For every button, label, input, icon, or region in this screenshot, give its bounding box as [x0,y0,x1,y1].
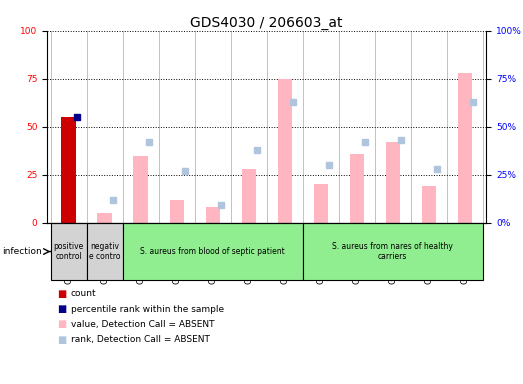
Bar [169,200,184,223]
Bar [97,213,112,223]
Bar [123,223,303,280]
Text: positive
control: positive control [53,242,84,261]
Bar [385,142,400,223]
Bar [133,156,148,223]
Bar [458,73,472,223]
Text: value, Detection Call = ABSENT: value, Detection Call = ABSENT [71,320,214,329]
Bar [242,169,256,223]
Text: ■: ■ [58,289,67,299]
Text: ■: ■ [58,304,67,314]
Text: S. aureus from blood of septic patient: S. aureus from blood of septic patient [140,247,285,256]
Text: ■: ■ [58,319,67,329]
Bar [303,223,483,280]
Text: rank, Detection Call = ABSENT: rank, Detection Call = ABSENT [71,335,210,344]
Text: count: count [71,289,96,298]
Bar [422,186,436,223]
Bar [51,223,87,280]
Text: S. aureus from nares of healthy
carriers: S. aureus from nares of healthy carriers [332,242,453,261]
Title: GDS4030 / 206603_at: GDS4030 / 206603_at [190,16,343,30]
Bar [62,117,76,223]
Bar [349,154,364,223]
Bar [314,184,328,223]
Text: ■: ■ [58,335,67,345]
Text: infection: infection [3,247,42,256]
Bar [206,207,220,223]
Text: percentile rank within the sample: percentile rank within the sample [71,305,224,314]
Text: negativ
e contro: negativ e contro [89,242,120,261]
Bar [87,223,123,280]
Bar [278,79,292,223]
